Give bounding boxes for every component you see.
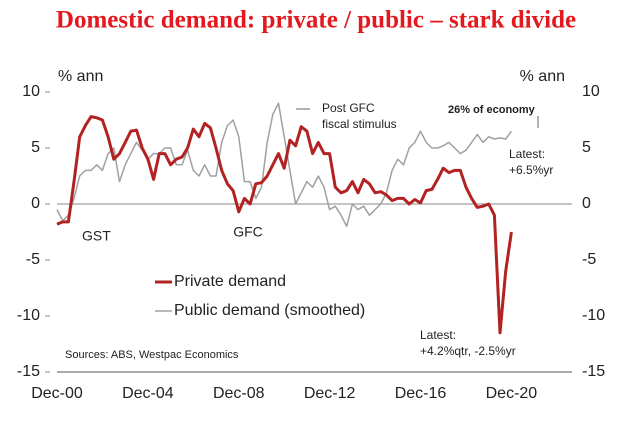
annotation: GFC [233, 224, 263, 240]
series-line [56, 102, 513, 228]
y2-tick-label: -5 [582, 251, 596, 268]
y-tick-label: 5 [31, 139, 40, 156]
annotation: 26% of economy [448, 104, 536, 116]
annotation: Latest: [509, 147, 545, 161]
annotation: Latest: [420, 328, 456, 342]
y-tick-label: 0 [31, 195, 40, 212]
y2-tick-label: 5 [582, 139, 591, 156]
source: Sources: ABS, Westpac Economics [65, 349, 239, 361]
y2-tick-label: 0 [582, 195, 591, 212]
legend-label: Private demand [174, 273, 286, 290]
y-tick-label: 10 [22, 83, 40, 100]
y2-tick-label: 10 [582, 83, 600, 100]
y-axis-label: % ann [58, 68, 103, 85]
annotation: +6.5%yr [509, 163, 553, 177]
y2-tick-label: -10 [582, 307, 605, 324]
x-tick-label: Dec-00 [31, 385, 83, 402]
x-tick-label: Dec-04 [122, 385, 174, 402]
x-tick-label: Dec-12 [304, 385, 356, 402]
legend-label: Public demand (smoothed) [174, 302, 365, 319]
series-line [56, 115, 513, 335]
x-tick-label: Dec-20 [486, 385, 538, 402]
annotation: GST [82, 228, 111, 244]
y-tick-label: -5 [26, 251, 40, 268]
y-tick-label: -10 [17, 307, 40, 324]
annotation: Post GFC [322, 101, 375, 115]
y-tick-label: -15 [17, 363, 40, 380]
x-tick-label: Dec-08 [213, 385, 265, 402]
x-tick-label: Dec-16 [395, 385, 447, 402]
annotation: fiscal stimulus [322, 117, 397, 131]
y2-tick-label: -15 [582, 363, 605, 380]
chart-title: Domestic demand: private / public – star… [56, 7, 576, 34]
annotation: +4.2%qtr, -2.5%yr [420, 344, 516, 358]
y2-axis-label: % ann [520, 68, 565, 85]
